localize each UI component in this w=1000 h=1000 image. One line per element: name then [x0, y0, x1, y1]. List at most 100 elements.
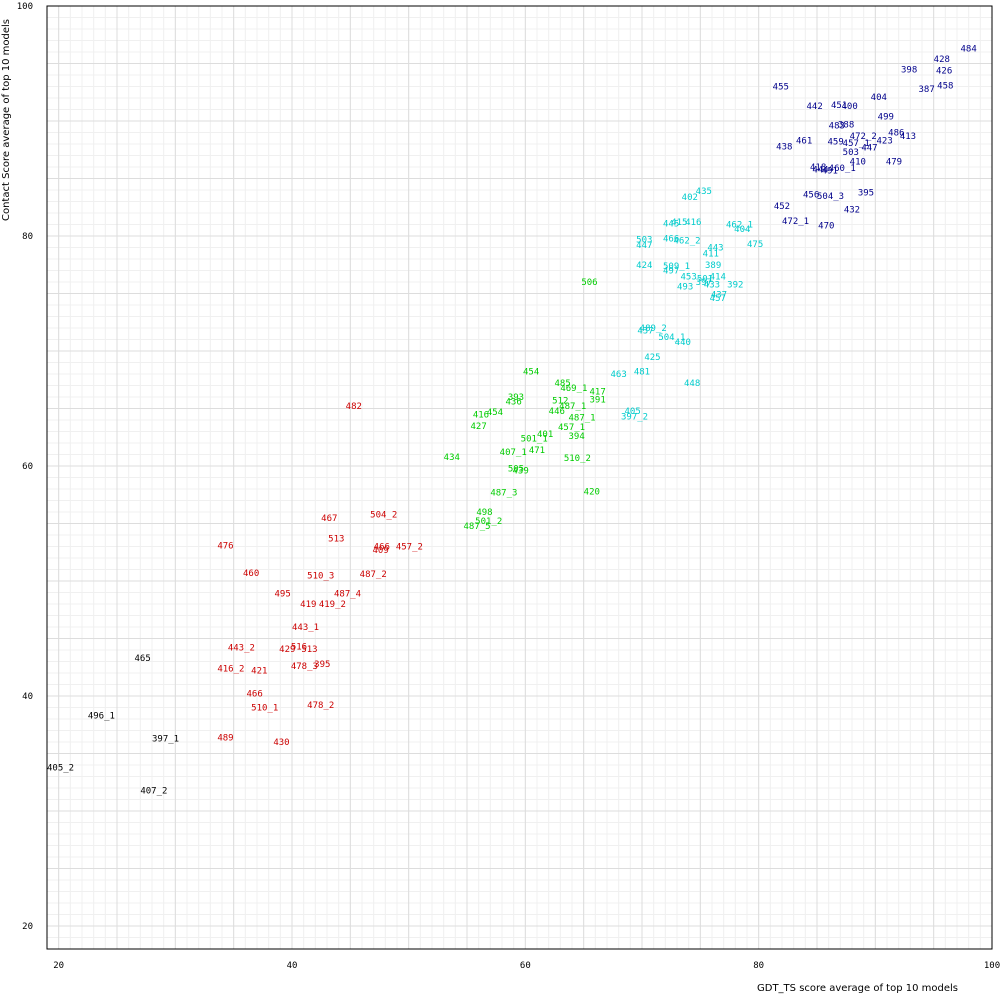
data-point-label: 505	[508, 464, 524, 474]
y-tick-label: 40	[22, 692, 33, 702]
data-point-label: 504_3	[817, 192, 844, 202]
data-point-label: 425	[644, 353, 660, 363]
data-point-label: 460	[243, 569, 259, 579]
data-point-label: 438	[776, 142, 792, 152]
data-point-label: 510_2	[564, 454, 591, 464]
data-point-label: 454	[523, 368, 539, 378]
data-point-label: 454	[487, 408, 503, 418]
data-point-label: 440	[675, 338, 691, 348]
x-tick-label: 20	[53, 961, 64, 971]
data-point-label: 513	[328, 534, 344, 544]
data-point-label: 407_1	[500, 448, 527, 458]
data-point-label: 457_2	[396, 543, 423, 553]
data-point-label: 397_1	[152, 735, 179, 745]
data-point-label: 510_3	[307, 571, 334, 581]
data-point-label: 409	[373, 546, 389, 556]
data-point-label: 455	[773, 83, 789, 93]
data-point-label: 429	[279, 645, 295, 655]
data-point-label: 435	[696, 187, 712, 197]
data-point-label: 501	[697, 275, 713, 285]
data-point-label: 413	[900, 132, 916, 142]
data-point-label: 400	[842, 102, 858, 112]
data-point-label: 466	[663, 234, 679, 244]
data-point-label: 432	[844, 206, 860, 216]
x-tick-label: 40	[287, 961, 298, 971]
data-point-label: 498	[476, 508, 492, 518]
data-point-label: 395	[314, 660, 330, 670]
data-point-label: 451	[831, 101, 847, 111]
data-point-label: 481	[634, 368, 650, 378]
data-point-label: 443_2	[228, 644, 255, 654]
data-point-label: 433	[704, 280, 720, 290]
data-point-label: 475	[747, 240, 763, 250]
data-point-label: 395	[858, 188, 874, 198]
data-point-label: 462_2	[674, 237, 701, 247]
data-point-label: 493	[677, 283, 693, 293]
data-point-label: 472_2	[850, 132, 877, 142]
data-point-label: 487_3	[490, 488, 517, 498]
data-point-label: 424	[636, 261, 652, 271]
data-point-label: 456	[803, 191, 819, 201]
data-point-label: 457_1	[558, 423, 585, 433]
data-point-label: 491	[822, 166, 838, 176]
data-point-label: 461	[796, 137, 812, 147]
data-point-label: 460_1	[829, 164, 856, 174]
data-point-label: 487_5	[464, 522, 491, 532]
data-point-label: 489	[217, 733, 233, 743]
y-tick-label: 100	[17, 2, 33, 12]
data-point-label: 402	[682, 193, 698, 203]
data-point-label: 470	[818, 222, 834, 232]
data-point-label: 401	[537, 430, 553, 440]
data-point-label: 497	[663, 267, 679, 277]
data-point-label: 504_1	[658, 333, 685, 343]
data-point-label: 419	[300, 600, 316, 610]
data-point-label: 516	[291, 643, 307, 653]
data-point-label: 501_2	[475, 517, 502, 527]
data-point-label: 430	[273, 738, 289, 748]
data-point-label: 463	[611, 370, 627, 380]
data-point-label: 506	[581, 278, 597, 288]
x-tick-label: 60	[520, 961, 531, 971]
x-tick-label: 80	[753, 961, 764, 971]
series-1: 405_2 407_2 397_1 496_1 465	[47, 654, 179, 796]
data-point-label: 465	[135, 654, 151, 664]
y-axis-label: Contact Score average of top 10 models	[1, 19, 12, 221]
data-point-label: 394	[569, 432, 585, 442]
data-point-label: 513	[301, 645, 317, 655]
data-point-label: 452	[774, 202, 790, 212]
x-axis-ticks: 20 40 60 80 100	[53, 961, 1000, 971]
data-point-label: 411	[703, 249, 719, 259]
data-point-label: 423	[877, 137, 893, 147]
data-point-label: 479	[886, 157, 902, 167]
data-point-label: 387	[919, 85, 935, 95]
x-axis-label: GDT_TS score average of top 10 models	[757, 983, 958, 994]
data-point-label: 416	[685, 218, 701, 228]
data-point-label: 482	[346, 402, 362, 412]
data-point-label: 503	[636, 235, 652, 245]
plot-frame	[46, 5, 993, 950]
data-point-label: 487_4	[334, 590, 361, 600]
data-point-label: 404	[734, 225, 750, 235]
data-point-label: 404	[871, 93, 887, 103]
data-point-label: 487_2	[360, 570, 387, 580]
y-tick-label: 20	[22, 922, 33, 932]
data-point-label: 462_1	[726, 221, 753, 231]
data-point-label: 415	[671, 218, 687, 228]
y-axis-ticks: 20 40 60 80 100	[17, 2, 33, 932]
x-tick-label: 100	[984, 961, 1000, 971]
data-point-label: 397	[696, 278, 712, 288]
data-point-label: 436	[506, 398, 522, 408]
data-point-label: 410	[850, 157, 866, 167]
data-point-label: 444	[812, 165, 828, 175]
data-point-label: 397_2	[621, 413, 648, 423]
data-point-label: 469_1	[560, 384, 587, 394]
data-point-label: 510_1	[251, 704, 278, 714]
data-point-label: 476	[217, 541, 233, 551]
data-point-label: 487_1	[569, 414, 596, 424]
data-point-label: 416	[473, 410, 489, 420]
data-point-label: 478_3	[291, 662, 318, 672]
data-point-label: 459	[828, 138, 844, 148]
